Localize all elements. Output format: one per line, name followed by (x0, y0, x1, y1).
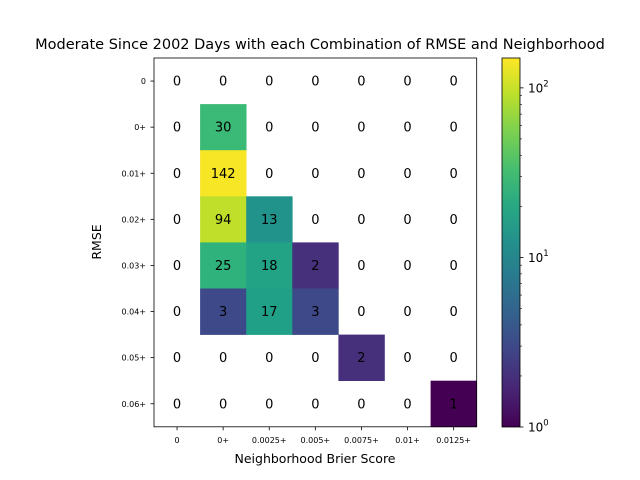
cell-value-label: 0 (173, 305, 181, 320)
cell-value-label: 0 (450, 167, 458, 182)
cell-value-label: 18 (261, 259, 278, 274)
cell-value-label: 0 (450, 351, 458, 366)
x-tick-label: 0.005+ (301, 436, 331, 445)
y-tick-label: 0 (141, 77, 146, 86)
colorbar-tick-label: 100 (528, 419, 549, 435)
heatmap-cell (200, 104, 247, 151)
cell-value-label: 13 (261, 213, 278, 228)
cell-value-label: 0 (173, 167, 181, 182)
chart-title: Moderate Since 2002 Days with each Combi… (35, 37, 605, 53)
cell-value-label: 0 (357, 213, 365, 228)
cell-value-label: 0 (403, 305, 411, 320)
heatmap-cell (200, 196, 247, 243)
cell-value-label: 0 (219, 351, 227, 366)
heatmap-cell (200, 288, 247, 335)
heatmap-cell-labels: 0 0 0 0 0 0 00 30 0 0 0 0 00 142 0 0 0 0 00 94 13 0 0 0 00 25 18 2 0… (173, 75, 458, 413)
cell-value-label: 25 (215, 259, 232, 274)
colorbar-tick-label: 101 (528, 249, 549, 265)
cell-value-label: 0 (311, 167, 319, 182)
y-tick-label: 0.03+ (121, 261, 146, 270)
x-axis-ticks: 0 0+ 0.0025+ 0.005+ 0.0075+ 0.01+ 0.0125+ (175, 426, 471, 445)
heatmap-cell (338, 334, 385, 381)
cell-value-label: 0 (357, 75, 365, 90)
cell-value-label: 0 (403, 351, 411, 366)
x-axis-label: Neighborhood Brier Score (235, 451, 396, 466)
cell-value-label: 0 (265, 167, 273, 182)
colorbar-tick-label: 102 (528, 79, 549, 95)
cell-value-label: 0 (311, 351, 319, 366)
heatmap-cells (200, 104, 477, 428)
cell-value-label: 17 (261, 305, 278, 320)
cell-value-label: 0 (265, 351, 273, 366)
heatmap-cell (430, 380, 477, 428)
cell-value-label: 0 (311, 75, 319, 90)
heatmap-cell (200, 242, 247, 289)
x-tick-label: 0.01+ (395, 436, 420, 445)
cell-value-label: 0 (311, 121, 319, 136)
cell-value-label: 0 (173, 259, 181, 274)
cell-value-label: 0 (173, 397, 181, 412)
cell-value-label: 1 (450, 397, 458, 412)
cell-value-label: 0 (403, 167, 411, 182)
cell-value-label: 0 (357, 121, 365, 136)
cell-value-label: 2 (311, 259, 319, 274)
heatmap-cell (292, 242, 339, 289)
x-tick-label: 0.0075+ (344, 436, 379, 445)
cell-value-label: 0 (173, 75, 181, 90)
cell-value-label: 0 (403, 121, 411, 136)
x-tick-label: 0+ (217, 436, 229, 445)
y-tick-label: 0.04+ (121, 308, 146, 317)
cell-value-label: 0 (219, 397, 227, 412)
cell-value-label: 0 (357, 167, 365, 182)
y-axis-label: RMSE (89, 224, 104, 259)
cell-value-label: 0 (357, 397, 365, 412)
cell-value-label: 0 (219, 75, 227, 90)
cell-value-label: 0 (450, 305, 458, 320)
cell-value-label: 0 (265, 75, 273, 90)
cell-value-label: 30 (215, 121, 232, 136)
y-tick-label: 0.01+ (121, 169, 146, 178)
cell-value-label: 0 (173, 121, 181, 136)
y-tick-label: 0+ (134, 123, 146, 132)
cell-value-label: 142 (211, 167, 236, 182)
x-tick-label: 0.0125+ (436, 436, 471, 445)
cell-value-label: 3 (311, 305, 319, 320)
colorbar: 100 101 102 (501, 57, 549, 435)
cell-value-label: 0 (403, 75, 411, 90)
heatmap-cell (200, 150, 247, 197)
heatmap-cell (246, 196, 293, 243)
x-tick-label: 0.0025+ (252, 436, 287, 445)
cell-value-label: 0 (403, 213, 411, 228)
cell-value-label: 2 (357, 351, 365, 366)
cell-value-label: 0 (450, 213, 458, 228)
cell-value-label: 0 (450, 259, 458, 274)
y-tick-label: 0.02+ (121, 215, 146, 224)
x-tick-label: 0 (175, 436, 180, 445)
heatmap-cell (292, 288, 339, 335)
cell-value-label: 0 (357, 259, 365, 274)
cell-value-label: 0 (173, 213, 181, 228)
cell-value-label: 0 (403, 397, 411, 412)
cell-value-label: 0 (265, 121, 273, 136)
cell-value-label: 0 (450, 75, 458, 90)
cell-value-label: 3 (219, 305, 227, 320)
colorbar-gradient (502, 58, 520, 427)
cell-value-label: 0 (311, 397, 319, 412)
y-tick-label: 0.06+ (121, 400, 146, 409)
y-axis-ticks: 0 0+ 0.01+ 0.02+ 0.03+ 0.04+ 0.05+ 0.06+ (121, 77, 154, 409)
heatmap-cell (246, 242, 293, 289)
cell-value-label: 0 (403, 259, 411, 274)
y-tick-label: 0.05+ (121, 354, 146, 363)
colorbar-frame (501, 57, 521, 428)
cell-value-label: 0 (311, 213, 319, 228)
heatmap-cell (246, 288, 293, 335)
cell-value-label: 0 (357, 305, 365, 320)
cell-value-label: 0 (450, 121, 458, 136)
cell-value-label: 0 (265, 397, 273, 412)
cell-value-label: 94 (215, 213, 232, 228)
cell-value-label: 0 (173, 351, 181, 366)
